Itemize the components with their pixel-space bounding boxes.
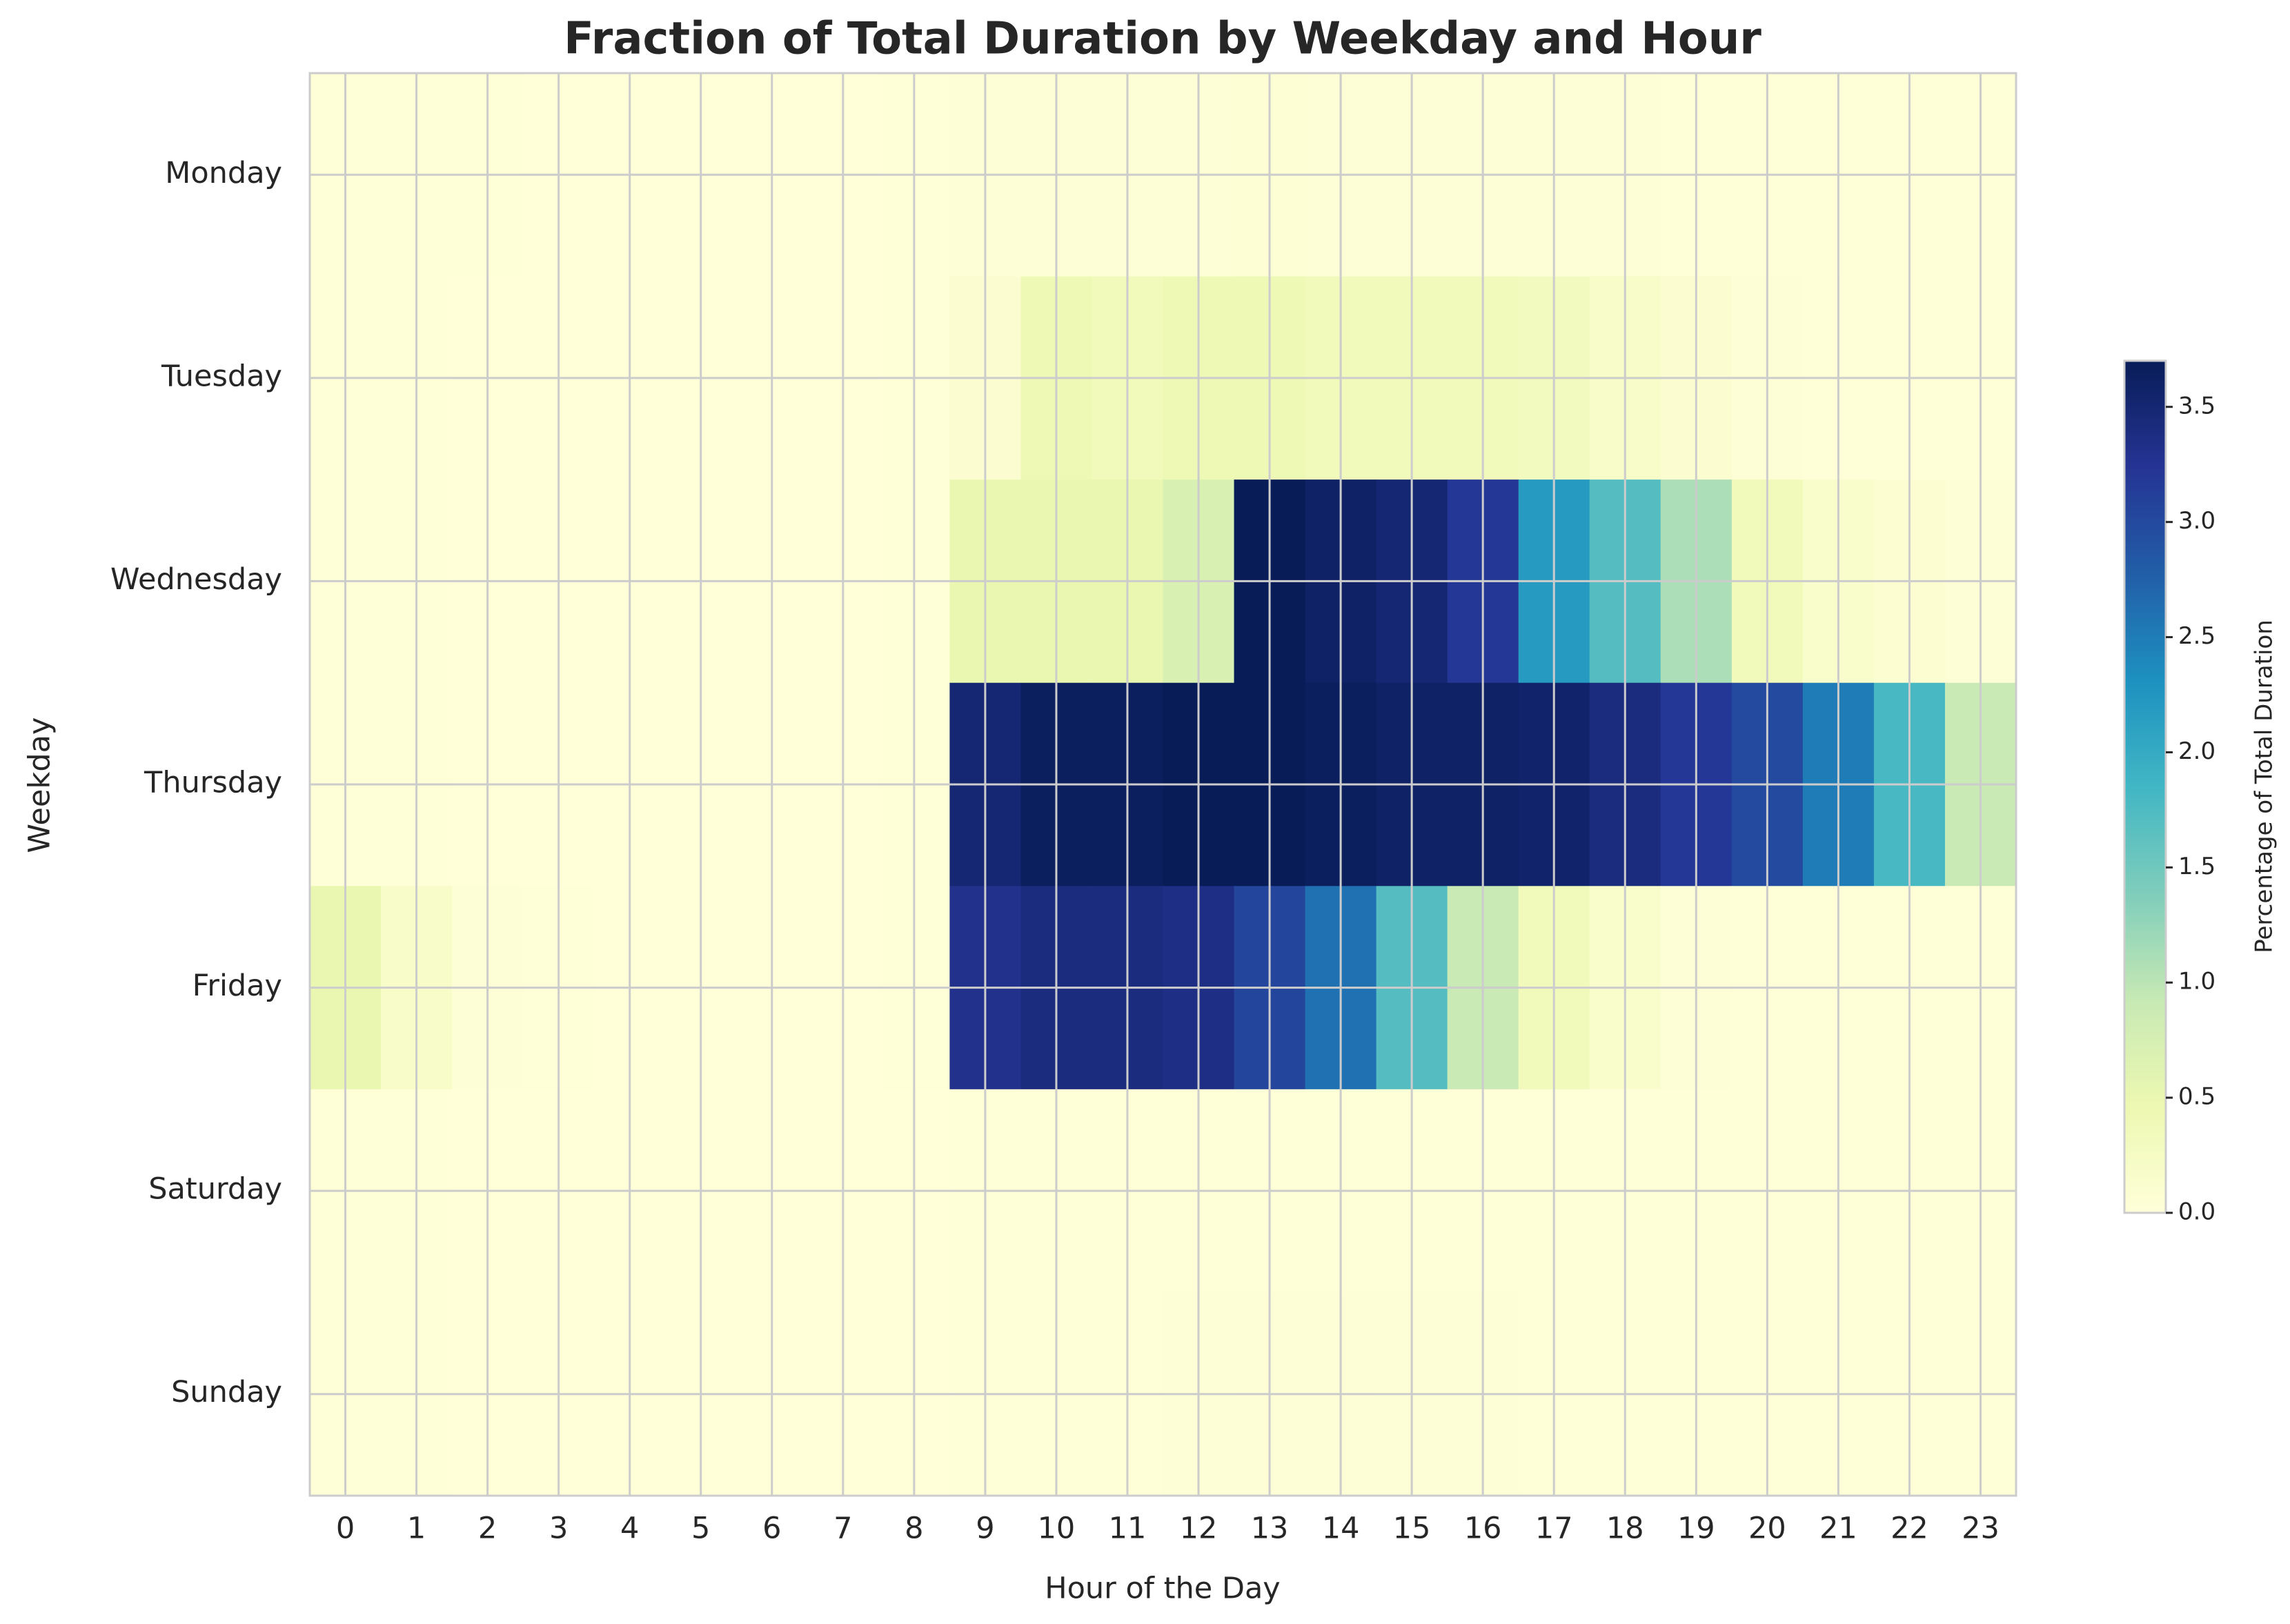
colorbar-tick-label: 1.5 [2178,853,2215,880]
x-tick-label: 2 [478,1512,497,1546]
colorbar-tick-label: 2.5 [2178,622,2215,650]
plot-frame [308,72,2017,1497]
colorbar-tick-label: 2.0 [2178,737,2215,765]
y-axis-label: Weekday [23,717,57,853]
y-tick-label: Sunday [171,1375,282,1409]
colorbar-tick-label: 0.0 [2178,1198,2215,1226]
x-tick-label: 7 [833,1512,852,1546]
x-tick-label: 13 [1251,1512,1289,1546]
x-tick-label: 18 [1606,1512,1644,1546]
x-tick-label: 1 [407,1512,426,1546]
x-tick-label: 21 [1819,1512,1857,1546]
x-tick-label: 20 [1748,1512,1786,1546]
x-axis-label: Hour of the Day [1045,1572,1281,1606]
y-tick-label: Tuesday [161,359,282,393]
x-tick-label: 9 [976,1512,994,1546]
x-tick-label: 19 [1677,1512,1715,1546]
x-tick-label: 4 [620,1512,639,1546]
x-tick-label: 15 [1393,1512,1431,1546]
x-tick-label: 17 [1535,1512,1573,1546]
x-tick-label: 22 [1891,1512,1928,1546]
x-tick-label: 0 [336,1512,355,1546]
colorbar-tick-label: 3.0 [2178,507,2215,535]
y-tick-label: Thursday [144,766,282,800]
x-tick-label: 5 [691,1512,710,1546]
chart-title: Fraction of Total Duration by Weekday an… [564,14,1761,65]
x-tick-label: 16 [1464,1512,1502,1546]
colorbar [2123,359,2167,1214]
colorbar-tick-label: 3.5 [2178,392,2215,419]
x-tick-label: 3 [549,1512,568,1546]
colorbar-tick-label: 0.5 [2178,1083,2215,1111]
y-tick-label: Wednesday [110,562,282,597]
x-tick-label: 23 [1962,1512,2000,1546]
x-tick-label: 6 [762,1512,781,1546]
x-tick-label: 12 [1180,1512,1218,1546]
colorbar-tick-label: 1.0 [2178,968,2215,996]
y-tick-label: Monday [165,156,282,190]
x-tick-label: 14 [1322,1512,1360,1546]
x-tick-label: 10 [1038,1512,1076,1546]
x-tick-label: 11 [1109,1512,1147,1546]
x-tick-label: 8 [905,1512,923,1546]
colorbar-label: Percentage of Total Duration [2251,620,2278,953]
y-tick-label: Saturday [148,1172,282,1207]
y-tick-label: Friday [193,969,282,1003]
